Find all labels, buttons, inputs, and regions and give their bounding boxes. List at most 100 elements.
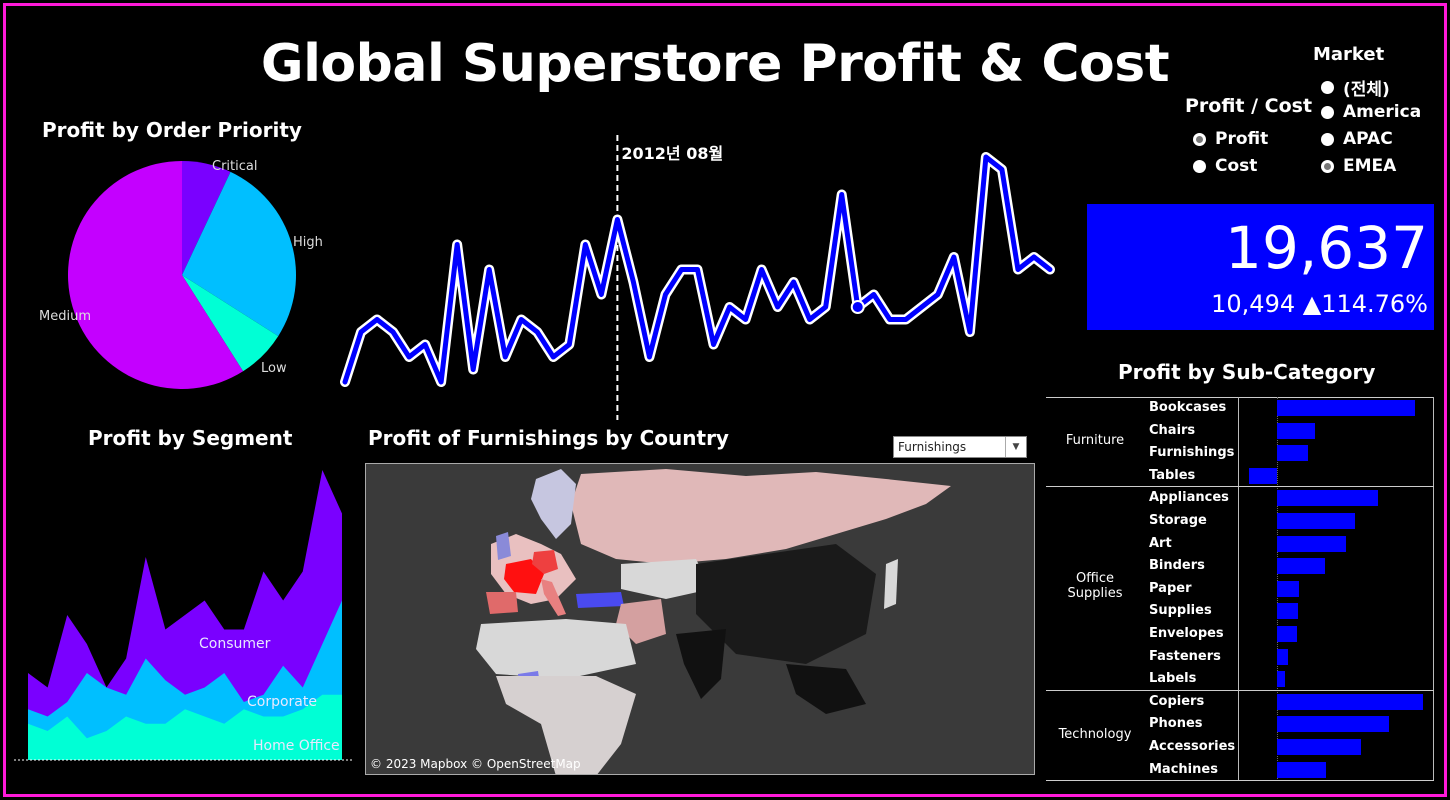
- central-asia-region[interactable]: [621, 559, 711, 599]
- subcat-bar[interactable]: [1277, 445, 1308, 462]
- category-label: Furniture: [1065, 433, 1125, 449]
- scandinavia-region[interactable]: [531, 469, 576, 539]
- turkey-region[interactable]: [576, 592, 624, 608]
- profit-trend-line-chart[interactable]: 2012년 08월: [330, 135, 1070, 420]
- radio-icon[interactable]: [1321, 159, 1334, 173]
- germany-region[interactable]: [532, 550, 558, 574]
- pie-slice-high[interactable]: [182, 171, 296, 337]
- subcategory-bar-chart[interactable]: Bookcases Chairs Furnishings Tables Furnitur…: [1046, 397, 1434, 781]
- subcat-label: Furnishings: [1149, 445, 1235, 461]
- category-label: Technology: [1058, 727, 1132, 742]
- pie-label-high: High: [293, 235, 323, 250]
- market-option-emea[interactable]: EMEA: [1321, 156, 1396, 176]
- spain-region[interactable]: [486, 592, 518, 614]
- subcat-title: Profit by Sub-Category: [1118, 360, 1376, 384]
- radio-icon[interactable]: [1193, 132, 1206, 146]
- segment-title: Profit by Segment: [88, 426, 293, 450]
- subcat-bar[interactable]: [1249, 467, 1277, 484]
- subcat-bar[interactable]: [1277, 739, 1361, 755]
- subcat-bar[interactable]: [1277, 716, 1389, 733]
- group-divider: [1046, 780, 1434, 781]
- italy-region[interactable]: [541, 579, 566, 616]
- subcat-label: Tables: [1149, 467, 1196, 483]
- uk-region[interactable]: [496, 532, 511, 560]
- segment-area-home-office[interactable]: [28, 694, 342, 760]
- kpi-previous: 10,494: [1211, 290, 1296, 318]
- kpi-value: 19,637: [1225, 214, 1428, 282]
- pie-title: Profit by Order Priority: [42, 118, 302, 142]
- subcat-label: Copiers: [1149, 693, 1205, 709]
- category-label: Office Supplies: [1067, 571, 1123, 602]
- north-africa-region[interactable]: [476, 619, 636, 679]
- subcat-bar[interactable]: [1277, 535, 1346, 552]
- pie-label-medium: Medium: [40, 309, 91, 324]
- radio-icon[interactable]: [1321, 132, 1334, 146]
- subcat-label: Phones: [1149, 716, 1203, 732]
- market-option-apac[interactable]: APAC: [1321, 129, 1393, 149]
- subcat-bar[interactable]: [1277, 422, 1315, 439]
- map-geography: [476, 469, 951, 775]
- subcat-bar[interactable]: [1277, 400, 1415, 416]
- trend-highlight-point[interactable]: [850, 300, 865, 314]
- middle-east-region[interactable]: [616, 599, 666, 644]
- segment-label-consumer: Consumer: [199, 636, 271, 652]
- subcat-label: Bookcases: [1149, 400, 1227, 415]
- chevron-down-icon[interactable]: ▼: [1005, 437, 1026, 457]
- pie-slice-low[interactable]: [182, 275, 279, 372]
- subcategory-filter-dropdown[interactable]: Furnishings ▼: [893, 436, 1027, 458]
- subcat-label: Accessories: [1149, 739, 1236, 754]
- japan-region[interactable]: [884, 559, 898, 609]
- group-divider: [1046, 397, 1434, 398]
- subcat-label: Labels: [1149, 671, 1197, 687]
- radio-icon[interactable]: [1321, 81, 1334, 94]
- subcat-label: Supplies: [1149, 603, 1212, 619]
- subcat-bar[interactable]: [1277, 490, 1378, 507]
- subcat-bar[interactable]: [1277, 580, 1299, 597]
- subcat-bar[interactable]: [1277, 693, 1423, 710]
- group-divider: [1046, 486, 1434, 488]
- map-title: Profit of Furnishings by Country: [368, 426, 729, 450]
- russia-region[interactable]: [571, 469, 951, 564]
- radio-icon[interactable]: [1321, 105, 1334, 119]
- india-region[interactable]: [676, 629, 726, 699]
- segment-label-corporate: Corporate: [247, 694, 317, 710]
- dashboard-frame: [3, 3, 1447, 797]
- pie-label-low: Low: [261, 361, 287, 376]
- subcat-label: Art: [1149, 535, 1172, 551]
- order-priority-pie-chart[interactable]: Critical High Low Medium: [40, 150, 340, 410]
- kpi-card[interactable]: 19,637 10,494 ▲114.76%: [1087, 204, 1434, 330]
- subcat-bar[interactable]: [1277, 603, 1298, 620]
- subsaharan-africa-region[interactable]: [496, 676, 636, 775]
- dashboard-title: Global Superstore Profit & Cost: [260, 34, 1170, 94]
- market-option-all[interactable]: (전체): [1321, 75, 1390, 100]
- pie-slice-medium[interactable]: [67, 161, 244, 389]
- market-option-america[interactable]: America: [1321, 102, 1421, 122]
- france-region[interactable]: [504, 559, 544, 594]
- trend-line[interactable]: [342, 154, 1053, 385]
- column-divider: [1238, 397, 1239, 781]
- subcat-bar[interactable]: [1277, 671, 1285, 688]
- subcat-bar[interactable]: [1277, 761, 1326, 778]
- kpi-comparison: 10,494 ▲114.76%: [1211, 290, 1428, 318]
- subcat-label: Appliances: [1149, 490, 1229, 506]
- segment-label-home-office: Home Office: [253, 738, 340, 754]
- metric-selector-title: Profit / Cost: [1185, 95, 1313, 117]
- pie-slice-critical[interactable]: [182, 161, 231, 275]
- metric-option-cost[interactable]: Cost: [1193, 156, 1257, 176]
- east-asia-region[interactable]: [696, 544, 876, 664]
- subcat-label: Envelopes: [1149, 626, 1224, 641]
- column-divider: [1433, 397, 1434, 781]
- subcat-label: Chairs: [1149, 422, 1196, 438]
- country-map[interactable]: © 2023 Mapbox © OpenStreetMap: [365, 463, 1035, 775]
- metric-option-profit[interactable]: Profit: [1193, 129, 1268, 149]
- subcat-bar[interactable]: [1277, 626, 1297, 642]
- subcat-bar[interactable]: [1277, 648, 1288, 665]
- subcat-bar[interactable]: [1277, 513, 1355, 529]
- segment-area-chart[interactable]: Consumer Corporate Home Office: [14, 460, 354, 770]
- subcat-bar[interactable]: [1277, 558, 1325, 575]
- map-credit: © 2023 Mapbox © OpenStreetMap: [370, 757, 581, 771]
- radio-icon[interactable]: [1193, 159, 1206, 173]
- subcat-label: Paper: [1149, 580, 1192, 596]
- southeast-asia-region[interactable]: [786, 664, 866, 714]
- subcat-label: Fasteners: [1149, 648, 1221, 664]
